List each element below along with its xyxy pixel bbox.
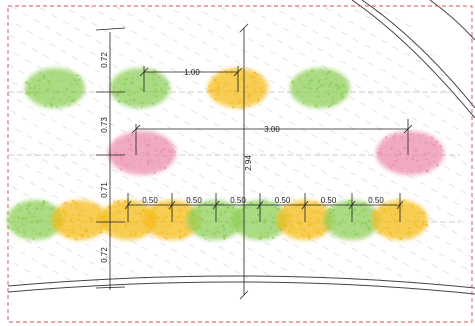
center-dim-tick-bottom [239,290,249,300]
plant-green-row1-1 [25,68,85,109]
plant-pink-row2-2 [376,131,444,176]
left-dim-tick-5 [95,286,126,289]
bottom-spacing-label-1: 0.50 [142,196,158,205]
site-boundary [7,5,473,323]
dim-label-row-gap-1: 0.72 [100,52,109,68]
dim-label-total-height: 2.94 [244,155,253,171]
dimension-labels: 1.00 3.00 2.94 0.72 0.73 0.71 0.72 0.50 0… [100,52,384,263]
left-dim-tick-1 [95,27,126,31]
plant-pink-row2-1 [108,131,176,175]
bottom-spacing-label-2: 0.50 [186,196,202,205]
bottom-spacing-labels: 0.50 0.50 0.50 0.50 0.50 0.50 [142,196,384,205]
dim-label-row-gap-3: 0.71 [100,182,109,198]
plant-green-row1-4 [290,68,350,108]
plant-yellow-row3-2 [51,199,108,241]
dim-label-spacing-top: 1.00 [184,68,200,77]
center-dim-tick-top [239,23,249,33]
bottom-spacing-label-6: 0.50 [368,196,384,205]
path-edge-line-1 [351,0,475,119]
path-edge-line-3 [429,0,475,41]
kerb-line-outer [7,281,475,295]
bottom-dim-ticks [124,193,404,222]
bottom-spacing-label-3: 0.50 [230,196,246,205]
plant-green-row1-2 [110,68,171,109]
path-edge-line-2 [361,0,475,109]
dim-label-row-gap-2: 0.73 [100,117,109,133]
dim-label-spacing-pink: 3.00 [264,125,280,134]
dim-label-row-gap-4: 0.72 [100,247,109,263]
kerb-line-inner [7,275,475,289]
plant-green-row3-1 [6,200,63,241]
dimension-lines [95,23,413,300]
bottom-spacing-label-5: 0.50 [321,196,337,205]
bottom-spacing-label-4: 0.50 [275,196,291,205]
